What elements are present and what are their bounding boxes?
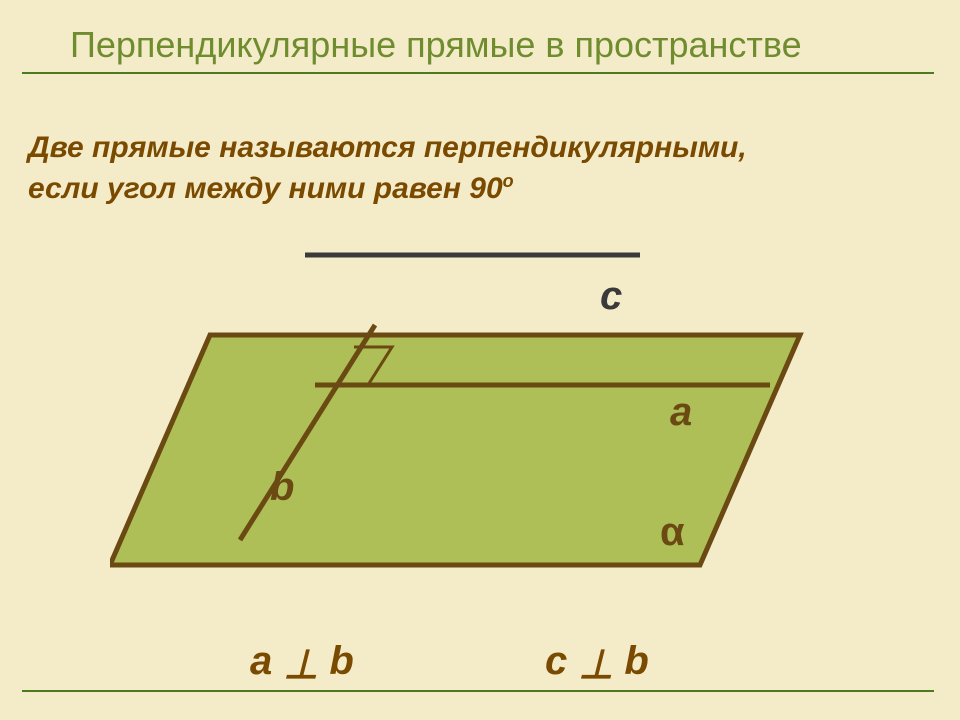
geometry-diagram: a b с α <box>110 235 830 615</box>
perp-icon: ⊥ <box>283 642 318 688</box>
rel2-rhs: b <box>624 639 648 683</box>
rel2-lhs: с <box>545 639 567 683</box>
label-c: с <box>600 274 622 318</box>
label-b: b <box>270 465 294 509</box>
label-alpha: α <box>660 510 685 554</box>
definition-line2: если угол между ними равен 90 <box>28 172 503 205</box>
rel1-rhs: b <box>329 639 353 683</box>
title-underline <box>22 72 934 74</box>
relation-a-perp-b: a ⊥ b <box>250 638 354 684</box>
rel1-lhs: a <box>250 639 272 683</box>
slide: Перпендикулярные прямые в пространстве Д… <box>0 0 960 720</box>
relation-c-perp-b: с ⊥ b <box>545 638 649 684</box>
definition-text: Две прямые называются перпендикулярными,… <box>28 128 747 209</box>
footer-underline <box>22 690 934 692</box>
perp-icon: ⊥ <box>578 642 613 688</box>
definition-line1: Две прямые называются перпендикулярными, <box>28 131 747 164</box>
definition-sup: о <box>503 171 514 191</box>
slide-title: Перпендикулярные прямые в пространстве <box>70 24 802 66</box>
plane-alpha <box>110 335 800 565</box>
label-a: a <box>670 390 692 434</box>
